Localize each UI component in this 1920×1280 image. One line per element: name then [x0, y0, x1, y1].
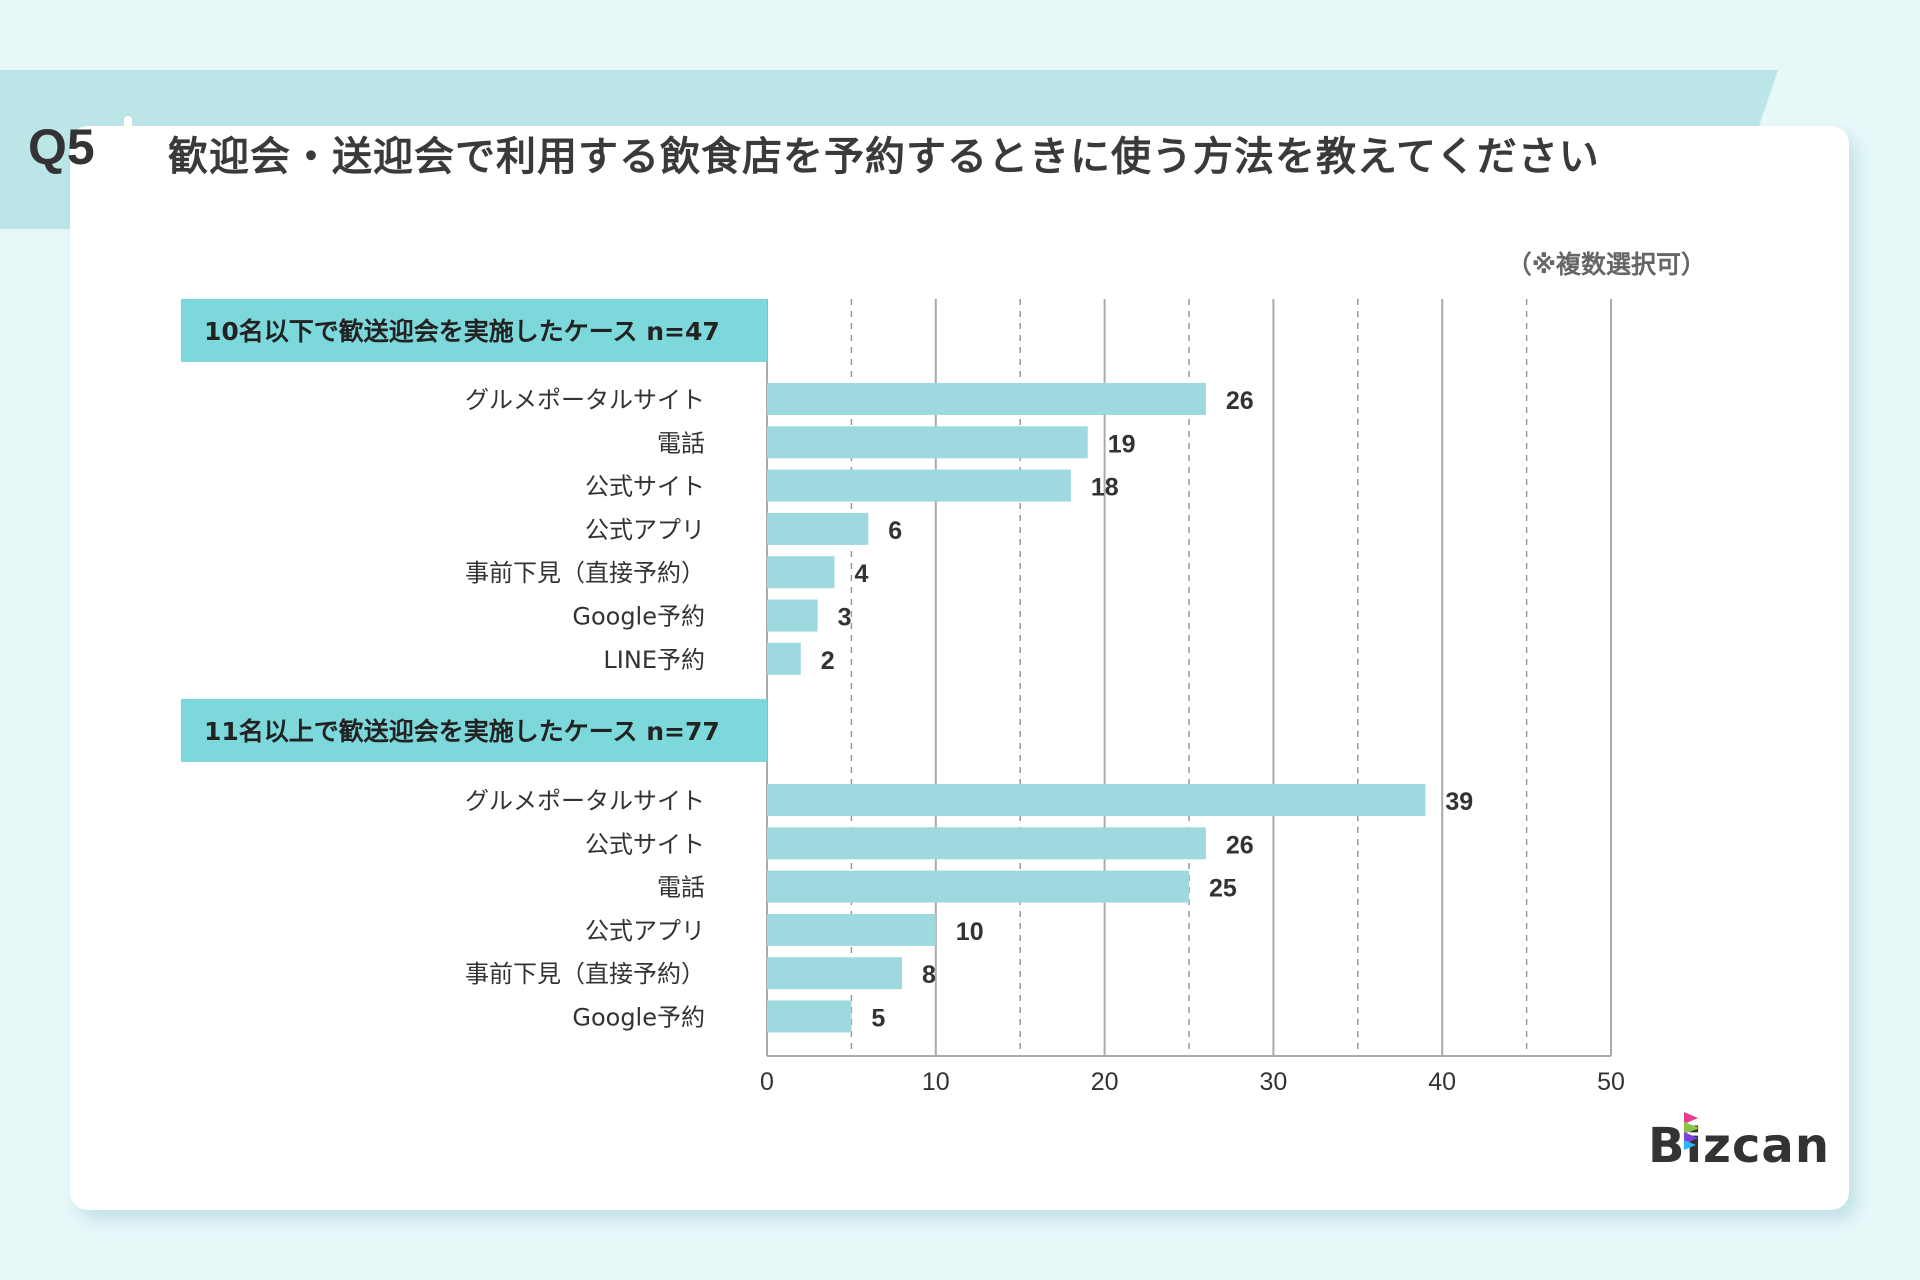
data-label: 6: [888, 517, 902, 545]
bar: [767, 827, 1206, 860]
bar: [767, 870, 1189, 903]
bar: [767, 1000, 852, 1033]
question-number: Q5: [28, 119, 95, 175]
x-tick-label: 50: [1597, 1068, 1625, 1096]
data-label: 2: [821, 647, 835, 675]
category-label: 公式アプリ: [585, 516, 705, 544]
group-header-label: 11名以上で歓送迎会を実施したケース n=77: [204, 717, 720, 746]
multiple-choice-note: （※複数選択可）: [1506, 250, 1706, 279]
category-label: 電話: [657, 429, 705, 457]
category-label: Google予約: [572, 603, 705, 631]
bar: [767, 599, 818, 632]
logo-mark-icon: [1684, 1112, 1700, 1150]
category-label: 電話: [657, 874, 705, 902]
bar: [767, 957, 903, 990]
bar: [767, 512, 869, 545]
category-label: 事前下見（直接予約）: [465, 559, 705, 587]
data-label: 10: [956, 918, 984, 946]
x-tick-label: 20: [1091, 1068, 1119, 1096]
group-header: [181, 299, 767, 362]
group-header-label: 10名以下で歓送迎会を実施したケース n=47: [204, 317, 720, 346]
category-label: 公式サイト: [585, 473, 705, 501]
data-label: 8: [922, 961, 936, 989]
x-tick-label: 10: [922, 1068, 950, 1096]
bar: [767, 469, 1071, 502]
data-label: 26: [1226, 831, 1254, 859]
data-label: 39: [1445, 788, 1473, 816]
bar: [767, 426, 1088, 459]
category-label: LINE予約: [603, 646, 705, 674]
x-tick-label: 0: [760, 1068, 774, 1096]
bar: [767, 383, 1206, 415]
category-label: 事前下見（直接予約）: [465, 960, 705, 988]
data-label: 5: [871, 1005, 885, 1033]
category-label: 公式サイト: [585, 830, 705, 858]
category-label: 公式アプリ: [585, 917, 705, 945]
page-title: 歓迎会・送迎会で利用する飲食店を予約するときに使う方法を教えてください: [168, 134, 1600, 180]
data-label: 18: [1091, 474, 1119, 502]
data-label: 26: [1226, 387, 1254, 415]
x-tick-label: 40: [1428, 1068, 1456, 1096]
data-label: 25: [1209, 875, 1237, 903]
data-label: 4: [855, 560, 869, 588]
category-label: Google予約: [572, 1004, 705, 1032]
bar: [767, 642, 801, 675]
data-label: 19: [1108, 430, 1136, 458]
category-label: グルメポータルサイト: [465, 386, 705, 414]
bar: [767, 784, 1426, 816]
divider: [124, 116, 132, 229]
bizcan-logo: Bizcan: [1648, 1112, 1830, 1174]
data-label: 3: [838, 604, 852, 632]
x-tick-label: 30: [1259, 1068, 1287, 1096]
bar: [767, 913, 936, 946]
bar: [767, 556, 835, 589]
group-header: [181, 699, 767, 762]
category-label: グルメポータルサイト: [465, 787, 705, 815]
